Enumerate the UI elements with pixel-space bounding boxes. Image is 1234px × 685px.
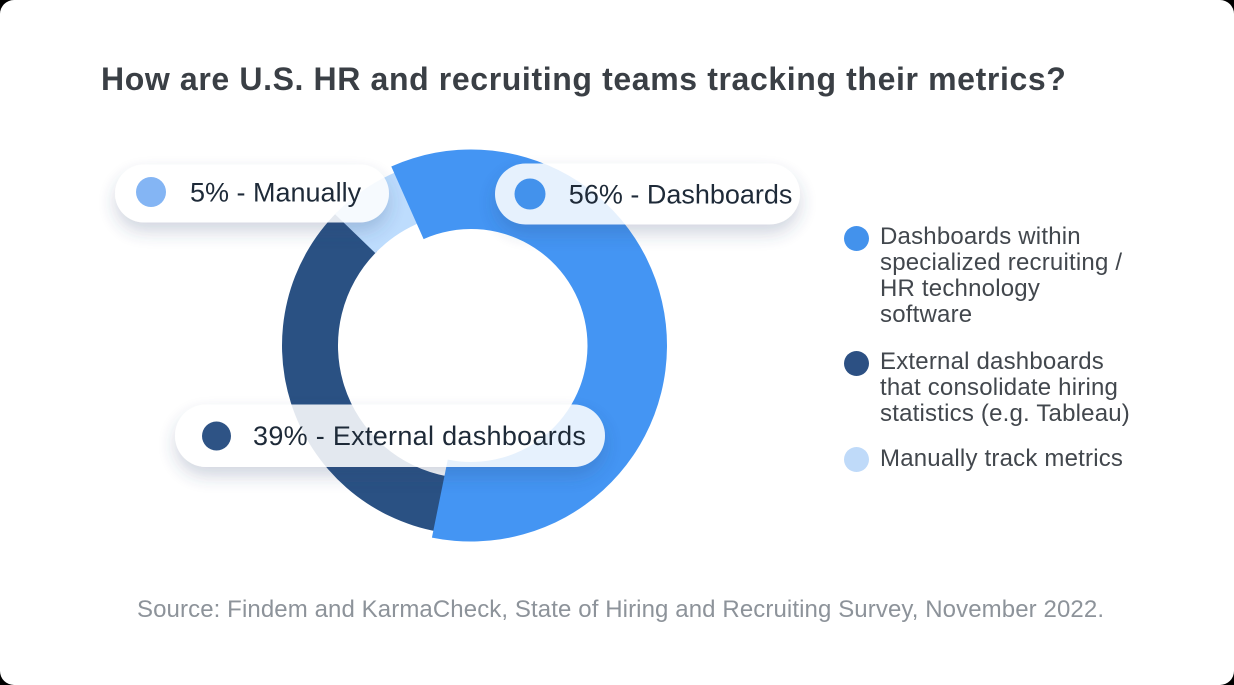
callout-external-dashboards-pill [175, 404, 605, 467]
callout-external-dashboards-dot [202, 421, 231, 451]
legend-dot-manually [844, 447, 869, 472]
legend-label-manually: Manually track metrics [880, 444, 1124, 472]
chart-title: How are U.S. HR and recruiting teams tra… [101, 61, 1067, 97]
callout-manually-pill [115, 164, 389, 223]
legend-label-dashboards: Dashboards within specialized recruiting… [880, 222, 1123, 328]
callout-dashboards-dot [514, 178, 546, 210]
callout-external-dashboards-label: 39% - External dashboards [253, 421, 586, 451]
legend-dot-dashboards [844, 225, 869, 251]
callout-manually-label: 5% - Manually [190, 177, 362, 207]
legend-dot-external-dashboards [844, 350, 869, 376]
callout-dashboards: 56% - Dashboards [495, 163, 800, 225]
donut-segment-external-dashboards[interactable] [282, 211, 448, 532]
source-note: Source: Findem and KarmaCheck, State of … [137, 596, 1105, 623]
callout-manually: 5% - Manually [115, 164, 389, 223]
legend-label-external-dashboards: External dashboards that consolidate hir… [880, 347, 1131, 427]
callout-dashboards-label: 56% - Dashboards [569, 179, 793, 209]
callout-manually-dot [136, 177, 166, 207]
callout-dashboards-pill [495, 163, 800, 225]
callout-external-dashboards: 39% - External dashboards [175, 404, 605, 467]
